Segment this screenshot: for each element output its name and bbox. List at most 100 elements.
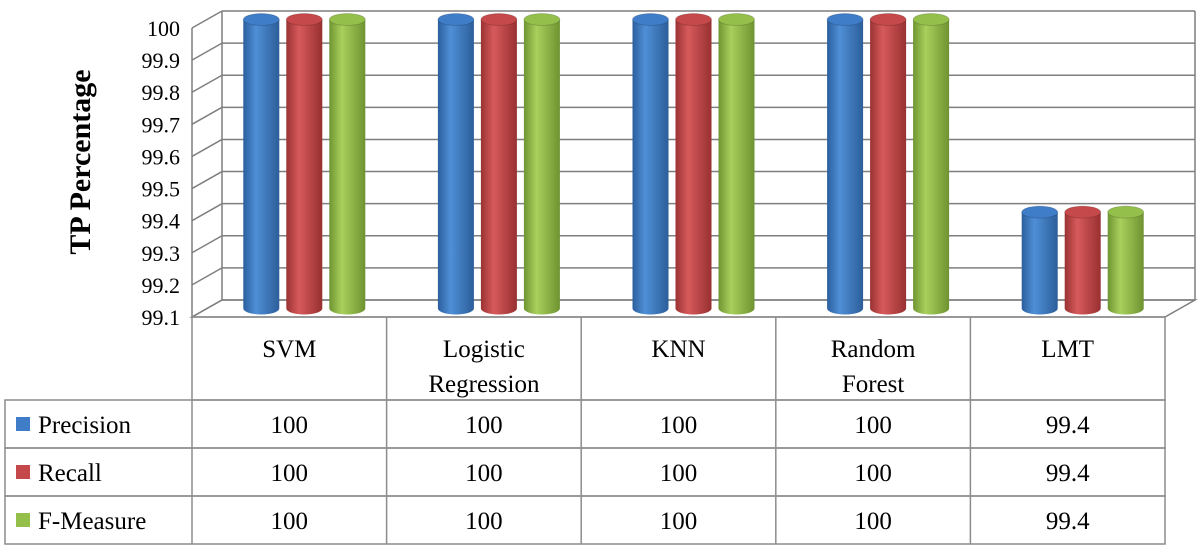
bar-top [523, 13, 561, 26]
bar-body [718, 19, 755, 315]
data-label: 100 [854, 412, 892, 439]
data-label: 99.4 [1046, 412, 1090, 439]
gridline-side [191, 203, 223, 222]
y-tick-label: 99.8 [142, 80, 181, 105]
y-axis-title: TP Percentage [64, 69, 97, 254]
y-tick-label: 99.7 [142, 112, 181, 137]
bar-top [437, 13, 475, 26]
gridline-side [191, 10, 223, 29]
gridline-side [191, 170, 223, 190]
bar-body [1021, 212, 1058, 315]
bar-top [632, 13, 669, 26]
bar-recall-4 [1064, 205, 1102, 315]
legend-label: Precision [38, 412, 132, 439]
x-category-label: Regression [428, 371, 540, 398]
table-row [4, 399, 1166, 449]
data-label: 100 [271, 508, 309, 535]
data-label: 99.4 [1046, 508, 1090, 535]
bar-fmeasure-2 [718, 13, 755, 315]
bar-body [243, 19, 280, 315]
legend-key-fmeasure [16, 513, 30, 527]
bar-precision-3 [826, 13, 864, 315]
bar-top [285, 13, 323, 26]
legend-key-precision [16, 417, 30, 431]
data-label: 100 [271, 412, 309, 439]
bar-fmeasure-4 [1107, 205, 1145, 315]
bar-top [912, 13, 950, 26]
data-label: 100 [660, 460, 698, 487]
bar-top [242, 13, 280, 26]
table-row [4, 495, 1166, 545]
bar-body [480, 19, 517, 315]
bar-recall-2 [675, 13, 712, 315]
bar-recall-1 [480, 13, 518, 315]
data-label: 100 [854, 508, 892, 535]
bar-recall-3 [869, 13, 907, 315]
data-label: 100 [465, 460, 503, 487]
bar-fmeasure-0 [328, 13, 366, 315]
data-label: 100 [465, 508, 503, 535]
legend-label: Recall [38, 460, 102, 487]
gridline-side [191, 267, 223, 286]
data-label: 99.4 [1046, 460, 1090, 487]
gridline-side [191, 74, 223, 93]
gridline-side [191, 299, 223, 318]
bar-top [328, 13, 366, 26]
gridline-side [191, 106, 223, 125]
bar-body [632, 19, 669, 315]
bar-top [1107, 205, 1145, 219]
data-label: 100 [271, 460, 309, 487]
bar-body [913, 19, 950, 315]
bar-top [1064, 205, 1102, 219]
y-tick-label: 99.3 [142, 241, 181, 266]
bar-body [1107, 212, 1144, 315]
legend-key-recall [16, 465, 30, 479]
bar-precision-1 [437, 13, 475, 315]
bar-top [1021, 205, 1059, 219]
bar-precision-0 [242, 13, 280, 315]
bar-fmeasure-1 [523, 13, 561, 315]
x-category-label: Random [831, 336, 916, 363]
x-category-label: LMT [1041, 336, 1094, 363]
data-label: 100 [465, 412, 503, 439]
bar-top [718, 13, 755, 26]
bar-fmeasure-3 [912, 13, 950, 315]
bar-precision-2 [632, 13, 669, 315]
table-row [4, 447, 1166, 497]
gridline-side [191, 235, 223, 254]
bar-body [286, 19, 323, 315]
y-tick-label: 99.1 [142, 305, 181, 330]
y-tick-label: 100 [147, 16, 180, 41]
data-table: SVM Logistic Regression KNN Random Forest LMT P… [4, 316, 1166, 545]
bar-top [826, 13, 864, 26]
gridline-side [191, 42, 223, 61]
bar-body [1064, 212, 1101, 315]
bar-top [869, 13, 907, 26]
y-tick-label: 99.6 [142, 144, 181, 169]
data-label: 100 [854, 460, 892, 487]
bars [242, 13, 1145, 315]
bar-recall-0 [285, 13, 323, 315]
bar-top [480, 13, 518, 26]
data-label: 100 [660, 412, 698, 439]
legend-label: F-Measure [38, 508, 146, 535]
y-tick-label: 99.2 [142, 273, 181, 298]
y-tick-label: 99.5 [142, 177, 181, 202]
y-axis: 99.1 99.2 99.3 99.4 99.5 99.6 99.7 99.8 99.9 100 [142, 16, 181, 330]
bar-top [675, 13, 712, 26]
x-category-label: Forest [842, 371, 905, 398]
y-tick-label: 99.9 [142, 48, 181, 73]
bar-body [329, 19, 366, 315]
bar-body [827, 19, 864, 315]
bar-body [870, 19, 907, 315]
x-category-label: Logistic [443, 336, 525, 363]
x-category-label: KNN [651, 336, 705, 363]
x-category-label: SVM [262, 336, 316, 363]
bar-body [437, 19, 474, 315]
data-label: 100 [660, 508, 698, 535]
bar-body [523, 19, 560, 315]
bar-body [675, 19, 712, 315]
y-tick-label: 99.4 [142, 209, 181, 234]
